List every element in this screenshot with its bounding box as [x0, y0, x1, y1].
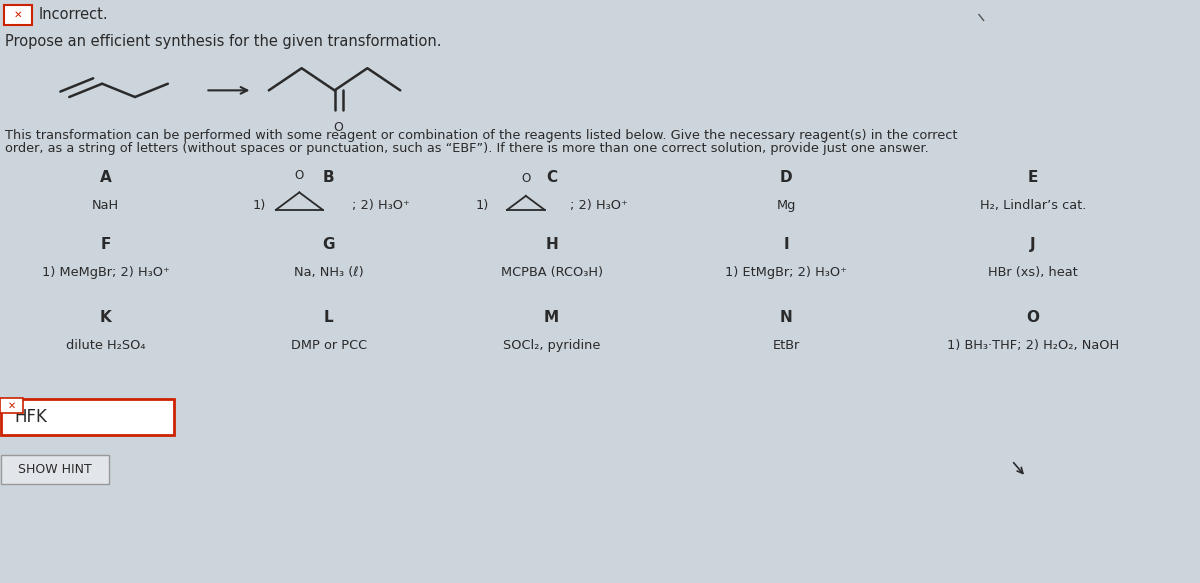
FancyBboxPatch shape: [1, 399, 174, 435]
Text: order, as a string of letters (without spaces or punctuation, such as “EBF”). If: order, as a string of letters (without s…: [5, 142, 929, 155]
Text: dilute H₂SO₄: dilute H₂SO₄: [66, 339, 145, 352]
Text: Propose an efficient synthesis for the given transformation.: Propose an efficient synthesis for the g…: [5, 34, 442, 50]
Text: G: G: [323, 237, 335, 252]
Text: HFK: HFK: [14, 408, 47, 426]
Text: SOCl₂, pyridine: SOCl₂, pyridine: [503, 339, 600, 352]
Text: This transformation can be performed with some reagent or combination of the rea: This transformation can be performed wit…: [5, 129, 958, 142]
Text: ✕: ✕: [13, 10, 22, 20]
Text: E: E: [1027, 170, 1038, 185]
FancyBboxPatch shape: [0, 398, 24, 413]
Text: C: C: [546, 170, 557, 185]
Text: J: J: [1030, 237, 1036, 252]
Text: 1) EtMgBr; 2) H₃O⁺: 1) EtMgBr; 2) H₃O⁺: [726, 266, 847, 279]
Text: M: M: [544, 310, 559, 325]
Text: 1) BH₃·THF; 2) H₂O₂, NaOH: 1) BH₃·THF; 2) H₂O₂, NaOH: [947, 339, 1118, 352]
Text: O: O: [295, 169, 304, 182]
Text: O: O: [1026, 310, 1039, 325]
Text: H: H: [545, 237, 558, 252]
Text: A: A: [100, 170, 112, 185]
Text: ; 2) H₃O⁺: ; 2) H₃O⁺: [570, 199, 629, 212]
Text: ✕: ✕: [7, 401, 16, 410]
Text: EtBr: EtBr: [773, 339, 800, 352]
Text: 1): 1): [475, 199, 488, 212]
Text: O: O: [334, 121, 343, 134]
Text: NaH: NaH: [92, 199, 119, 212]
Text: MCPBA (RCO₃H): MCPBA (RCO₃H): [500, 266, 602, 279]
Text: Na, NH₃ (ℓ): Na, NH₃ (ℓ): [294, 266, 364, 279]
FancyBboxPatch shape: [4, 5, 31, 25]
Text: F: F: [101, 237, 110, 252]
Text: ; 2) H₃O⁺: ; 2) H₃O⁺: [352, 199, 410, 212]
Text: 1): 1): [252, 199, 265, 212]
Text: I: I: [784, 237, 790, 252]
Text: DMP or PCC: DMP or PCC: [290, 339, 367, 352]
Text: Mg: Mg: [776, 199, 796, 212]
Text: D: D: [780, 170, 793, 185]
Text: N: N: [780, 310, 793, 325]
FancyBboxPatch shape: [1, 455, 109, 484]
Text: HBr (xs), heat: HBr (xs), heat: [988, 266, 1078, 279]
Text: SHOW HINT: SHOW HINT: [18, 463, 92, 476]
Text: L: L: [324, 310, 334, 325]
Text: O: O: [521, 173, 530, 185]
Text: B: B: [323, 170, 335, 185]
Text: H₂, Lindlar’s cat.: H₂, Lindlar’s cat.: [979, 199, 1086, 212]
Text: K: K: [100, 310, 112, 325]
Text: 1) MeMgBr; 2) H₃O⁺: 1) MeMgBr; 2) H₃O⁺: [42, 266, 169, 279]
Text: Incorrect.: Incorrect.: [38, 8, 108, 22]
